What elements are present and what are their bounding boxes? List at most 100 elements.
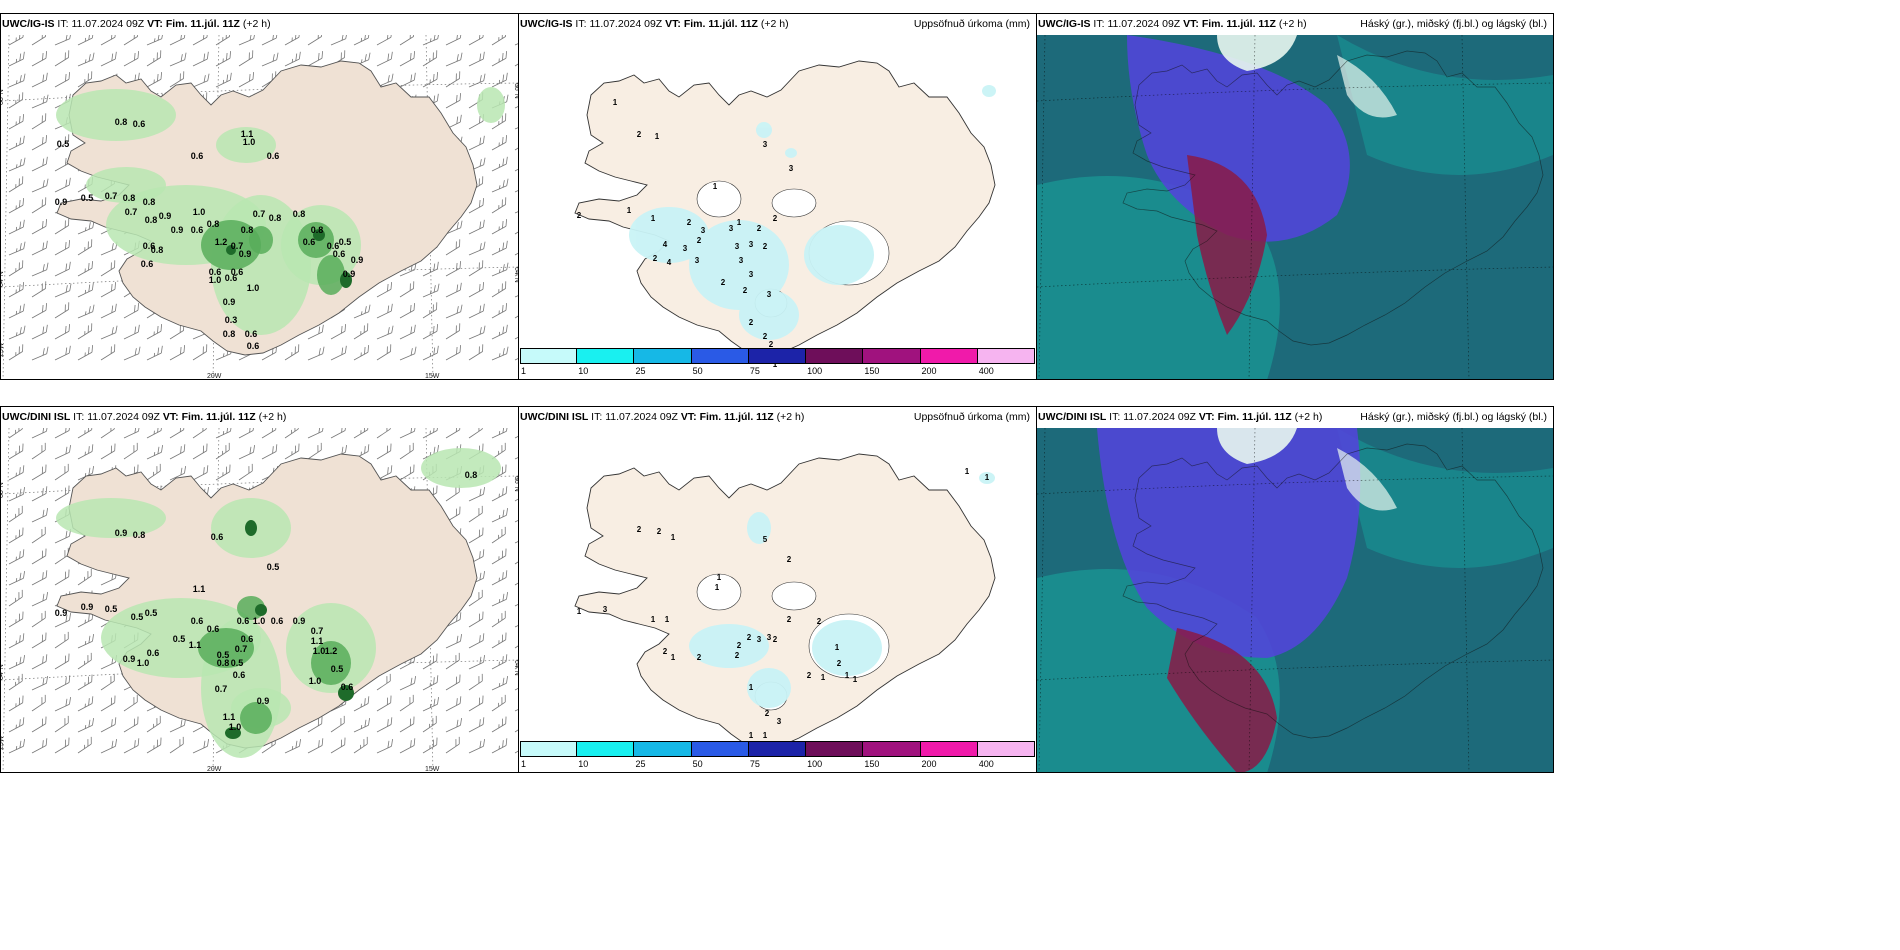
colorbar-label: 200 (921, 366, 937, 376)
gust-value: 0.9 (351, 255, 364, 265)
colorbar-label: 75 (749, 759, 760, 769)
it-label: IT: (1093, 18, 1105, 30)
graticule (1037, 35, 1553, 379)
gust-value: 0.8 (269, 213, 282, 223)
vt-value: Fim. 11.júl. 11Z (181, 411, 256, 423)
gust-value: 0.9 (123, 654, 136, 664)
graticule-label: 64°N (1, 271, 5, 287)
panel-title: Uppsöfnuð úrkoma (mm) (913, 18, 1030, 30)
colorbar-label: 200 (921, 759, 937, 769)
colorbar-swatch (691, 348, 749, 364)
gust-values: 0.8 0.60.51.11.00.60.60.9 0.5 0.7 0.8 0.80.70… (55, 117, 364, 351)
precip-value: 2 (637, 525, 642, 534)
panel-header: UWC/IG-IS IT: 11.07.2024 09Z VT: Fim. 11… (519, 14, 1036, 35)
gust-value: 0.6 (225, 273, 238, 283)
colorbar-swatch (806, 348, 864, 364)
gust-value: 0.5 (339, 237, 352, 247)
colorbar-swatch (977, 348, 1035, 364)
gust-value: 1.2 (325, 646, 338, 656)
colorbar-swatch (977, 741, 1035, 757)
precip-value: 2 (735, 651, 740, 660)
it-label: IT: (73, 411, 85, 423)
precip-value: 2 (749, 318, 754, 327)
gust-value: 0.6 (303, 237, 316, 247)
gust-value: 0.9 (171, 225, 184, 235)
vt-value: Fim. 11.júl. 11Z (1201, 18, 1276, 30)
precip-value: 3 (757, 635, 762, 644)
gust-value: 0.6 (245, 329, 258, 339)
precip-value: 2 (747, 633, 752, 642)
gust-value: 0.5 (81, 193, 94, 203)
precip-value: 3 (701, 226, 706, 235)
colorbar-label: 400 (978, 366, 994, 376)
cloud-layers (1037, 35, 1553, 379)
gust-value: 0.6 (241, 634, 254, 644)
panel-header: UWC/DINI ISL IT: 11.07.2024 09Z VT: Fim.… (519, 407, 1036, 428)
model-name: UWC/DINI ISL (2, 411, 71, 423)
gust-value: 1.1 (241, 129, 254, 139)
colorbar-swatch (748, 741, 807, 757)
it-label: IT: (591, 411, 603, 423)
precip-value: 1 (965, 467, 970, 476)
gust-value: 0.9 (55, 608, 68, 618)
precip-areas (689, 472, 995, 708)
precip-value: 4 (663, 240, 668, 249)
it-value: 11.07.2024 09Z (1123, 411, 1196, 423)
graticule-label: 64°N (513, 660, 518, 676)
precip-value: 2 (765, 709, 770, 718)
panel-title: Uppsöfnuð úrkoma (mm) (913, 411, 1030, 423)
precip-value: 4 (667, 258, 672, 267)
gust-value: 0.6 (191, 151, 204, 161)
it-value: 11.07.2024 09Z (71, 18, 145, 30)
precip-value: 3 (749, 270, 754, 279)
colorbar-label: 50 (692, 759, 703, 769)
graticule-label: 20W (207, 373, 222, 380)
cloud-panel-row2: UWC/DINI ISL IT: 11.07.2024 09Z VT: Fim.… (1036, 406, 1554, 773)
precip-value: 3 (695, 256, 700, 265)
gust-value: 1.1 (189, 640, 202, 650)
colorbar-swatch (806, 741, 864, 757)
model-name: UWC/IG-IS (2, 18, 55, 30)
precip-value: 1 (613, 98, 618, 107)
colorbar-swatch (691, 741, 749, 757)
precip-value: 3 (683, 244, 688, 253)
precip-colorbar: 1 10 25 50 75 100 150 200 400 (520, 348, 1035, 378)
vt-label: VT: (1198, 411, 1215, 423)
precip-value: 2 (697, 653, 702, 662)
precip-value: 2 (757, 224, 762, 233)
gust-value: 0.6 (211, 532, 224, 542)
precip-value: 1 (737, 218, 742, 227)
precip-value: 1 (671, 533, 676, 542)
gust-value: 0.5 (331, 664, 344, 674)
gust-value: 0.9 (239, 249, 252, 259)
panel-header: UWC/DINI ISL IT: 11.07.2024 09Z VT: Fim.… (1, 407, 518, 428)
precip-areas (629, 85, 996, 340)
panel-title: Háský (gr.), miðský (fj.bl.) og lágský (… (1360, 411, 1547, 423)
gust-value: 1.0 (313, 646, 326, 656)
gust-value: 0.5 (267, 562, 280, 572)
gust-value: 0.5 (231, 658, 244, 668)
panel-title: Háský (gr.), miðský (fj.bl.) og lágský (… (1360, 18, 1547, 30)
precip-value: 3 (749, 240, 754, 249)
cloud-panel-row1: UWC/IG-IS IT: 11.07.2024 09Z VT: Fim. 11… (1036, 13, 1554, 380)
gust-value: 0.6 (231, 267, 244, 277)
precip-value: 1 (985, 473, 990, 482)
gust-value: 0.8 (123, 193, 136, 203)
gust-value: 0.6 (233, 670, 246, 680)
graticule-label: 15W (425, 373, 440, 380)
colorbar-swatch (577, 348, 635, 364)
precip-value: 1 (627, 206, 632, 215)
model-name: UWC/IG-IS (1038, 18, 1091, 30)
precip-value: 3 (729, 224, 734, 233)
colorbar-swatch (634, 348, 692, 364)
colorbar-label: 25 (635, 759, 646, 769)
gust-value: 0.8 (133, 530, 146, 540)
precip-value: 1 (651, 214, 656, 223)
precip-value: 1 (577, 607, 582, 616)
colorbar-swatch (863, 741, 921, 757)
colorbar-swatch (520, 741, 578, 757)
